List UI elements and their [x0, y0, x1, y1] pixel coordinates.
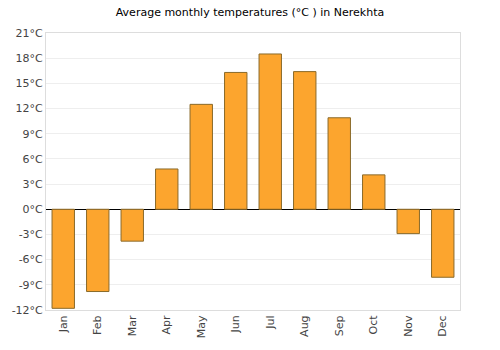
- svg-text:Mar: Mar: [126, 315, 139, 336]
- svg-text:-6°C: -6°C: [19, 253, 43, 266]
- svg-text:-12°C: -12°C: [12, 304, 43, 317]
- svg-text:Jul: Jul: [264, 315, 277, 329]
- svg-text:Average monthly temperatures (: Average monthly temperatures (°C ) in Ne…: [116, 6, 385, 19]
- svg-text:12°C: 12°C: [16, 102, 43, 115]
- svg-text:Feb: Feb: [91, 315, 104, 334]
- svg-text:Oct: Oct: [367, 315, 380, 335]
- svg-text:-9°C: -9°C: [19, 279, 43, 292]
- svg-text:0°C: 0°C: [23, 203, 43, 216]
- svg-text:18°C: 18°C: [16, 52, 43, 65]
- svg-text:6°C: 6°C: [23, 153, 43, 166]
- svg-text:Sep: Sep: [333, 315, 346, 336]
- svg-text:Apr: Apr: [160, 315, 173, 335]
- svg-text:3°C: 3°C: [23, 178, 43, 191]
- svg-text:21°C: 21°C: [16, 27, 43, 40]
- svg-text:Jan: Jan: [57, 315, 70, 333]
- svg-text:May: May: [195, 315, 208, 338]
- svg-text:-3°C: -3°C: [19, 228, 43, 241]
- svg-text:15°C: 15°C: [16, 77, 43, 90]
- svg-text:Jun: Jun: [229, 315, 242, 333]
- svg-text:Dec: Dec: [436, 315, 449, 336]
- svg-text:9°C: 9°C: [23, 128, 43, 141]
- svg-text:Aug: Aug: [298, 315, 311, 336]
- svg-text:Nov: Nov: [402, 315, 415, 337]
